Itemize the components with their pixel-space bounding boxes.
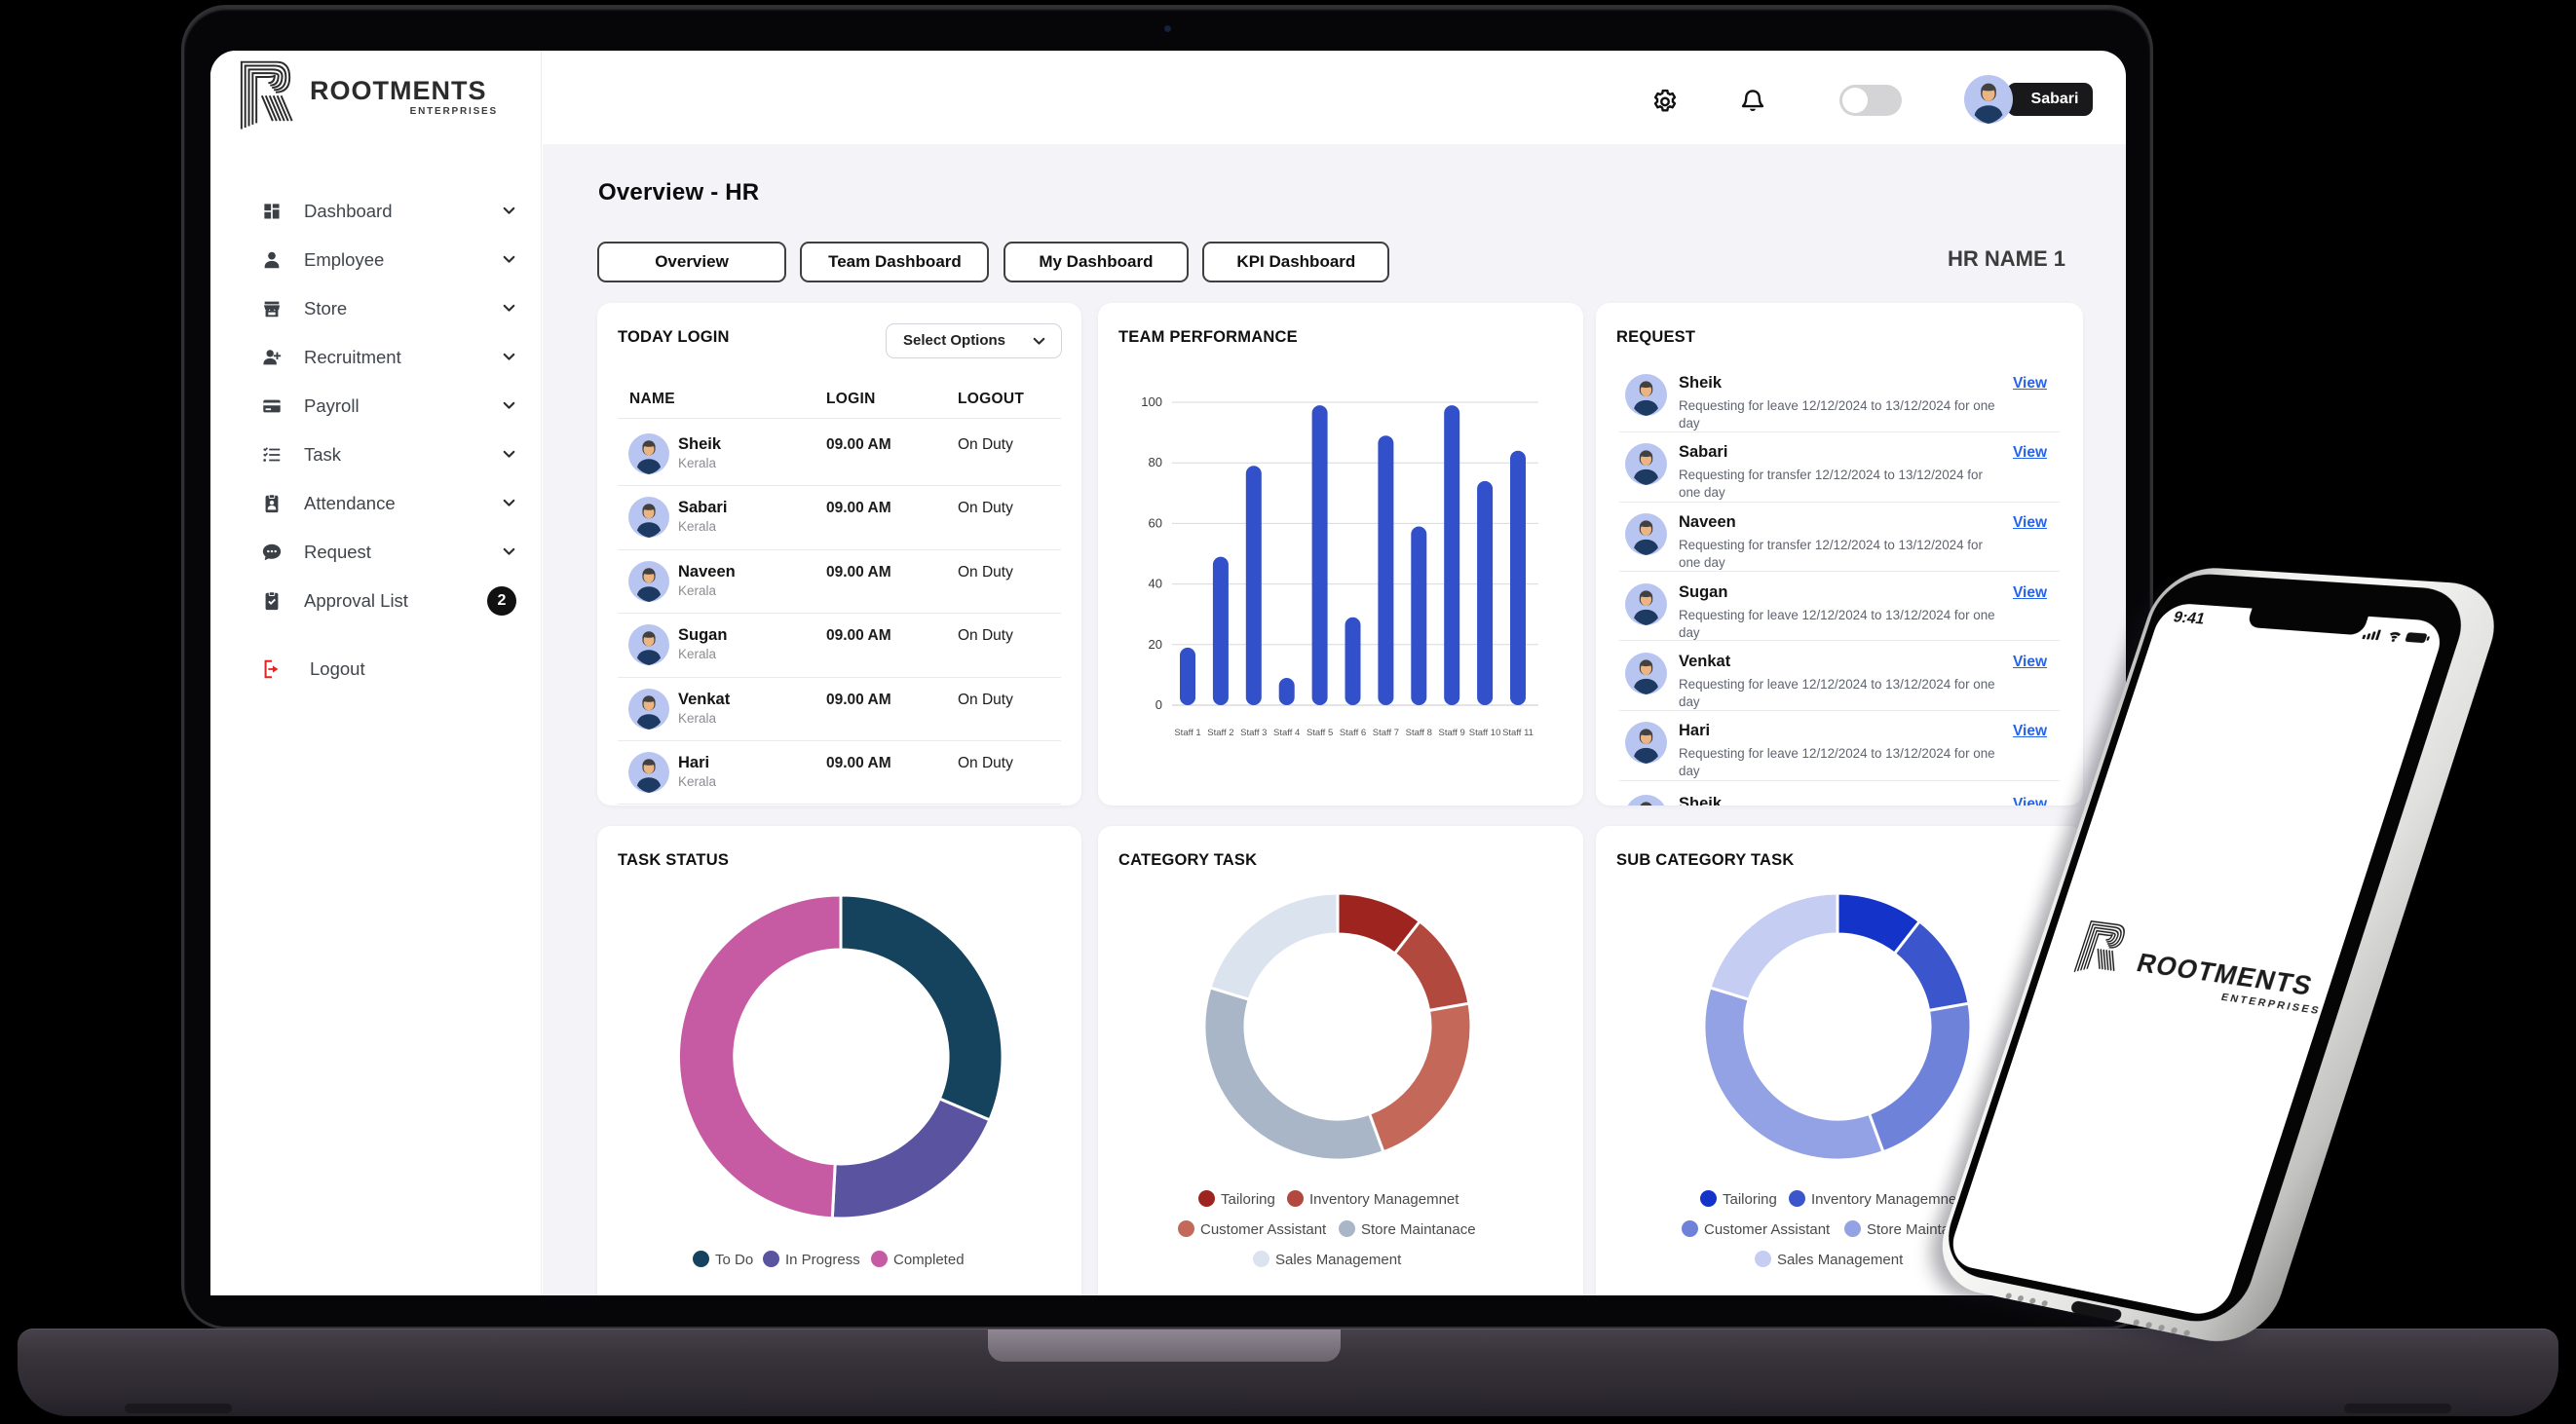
svg-text:Staff 4: Staff 4 — [1273, 728, 1300, 738]
svg-text:60: 60 — [1149, 515, 1162, 530]
svg-text:80: 80 — [1149, 455, 1162, 469]
svg-text:Staff 11: Staff 11 — [1502, 728, 1534, 738]
svg-text:Staff 3: Staff 3 — [1240, 728, 1267, 738]
svg-text:Staff 8: Staff 8 — [1406, 728, 1432, 738]
svg-text:100: 100 — [1141, 394, 1162, 409]
svg-text:20: 20 — [1149, 637, 1162, 652]
svg-text:40: 40 — [1149, 577, 1162, 591]
svg-text:Staff 5: Staff 5 — [1307, 728, 1333, 738]
svg-text:Staff 9: Staff 9 — [1439, 728, 1465, 738]
svg-text:Staff 6: Staff 6 — [1340, 728, 1366, 738]
svg-text:Staff 1: Staff 1 — [1174, 728, 1200, 738]
svg-text:Staff 10: Staff 10 — [1469, 728, 1501, 738]
svg-text:Staff 2: Staff 2 — [1207, 728, 1233, 738]
svg-text:0: 0 — [1155, 697, 1162, 712]
svg-text:Staff 7: Staff 7 — [1373, 728, 1399, 738]
